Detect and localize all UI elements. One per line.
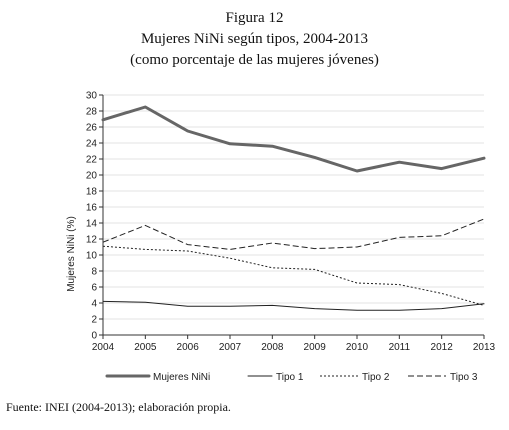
x-tick-label: 2013 [473,342,496,353]
legend-label: Tipo 1 [276,372,304,383]
x-tick-label: 2012 [431,342,454,353]
y-tick-label: 0 [91,331,97,342]
chart-title: Mujeres NiNi según tipos, 2004-2013 [140,31,369,47]
y-tick-label: 30 [86,91,98,102]
y-tick-label: 24 [86,139,98,150]
legend-label: Tipo 3 [450,372,478,383]
source-note: Fuente: INEI (2004-2013); elaboración pr… [6,400,231,414]
x-tick-label: 2009 [304,342,327,353]
x-tick-label: 2008 [261,342,284,353]
x-tick-label: 2005 [134,342,157,353]
series-line-tipo-3 [102,218,485,250]
y-tick-label: 28 [86,107,98,118]
series-line-tipo-1 [102,300,485,311]
y-tick-label: 14 [86,219,98,230]
series-line-tipo-2 [102,245,485,306]
x-tick-label: 2007 [219,342,242,353]
y-tick-label: 8 [91,267,97,278]
x-tick-label: 2006 [177,342,200,353]
y-tick-label: 22 [86,155,98,166]
y-tick-label: 18 [86,187,98,198]
y-tick-label: 20 [86,171,98,182]
legend: Mujeres NiNi Tipo 1 Tipo 2 Tipo 3 [105,372,478,383]
legend-label: Tipo 2 [362,372,390,383]
legend-label: Mujeres NiNi [153,372,210,383]
figure-label: Figura 12 [225,10,284,26]
chart-subtitle: (como porcentaje de las mujeres jóvenes) [130,52,379,68]
gridlines [103,94,484,336]
y-axis-label: Mujeres NiNi (%) [66,216,77,292]
y-tick-label: 12 [86,235,98,246]
y-tick-label: 6 [91,283,97,294]
y-tick-label: 26 [86,123,98,134]
x-tick-label: 2010 [346,342,369,353]
series-line-mujeres-nini [101,105,486,173]
series-lines [101,105,486,311]
y-tick-label: 10 [86,251,98,262]
x-tick-label: 2004 [92,342,115,353]
y-tick-label: 16 [86,203,98,214]
y-tick-label: 4 [91,299,97,310]
y-tick-label: 2 [91,315,97,326]
x-tick-label: 2011 [389,342,411,353]
